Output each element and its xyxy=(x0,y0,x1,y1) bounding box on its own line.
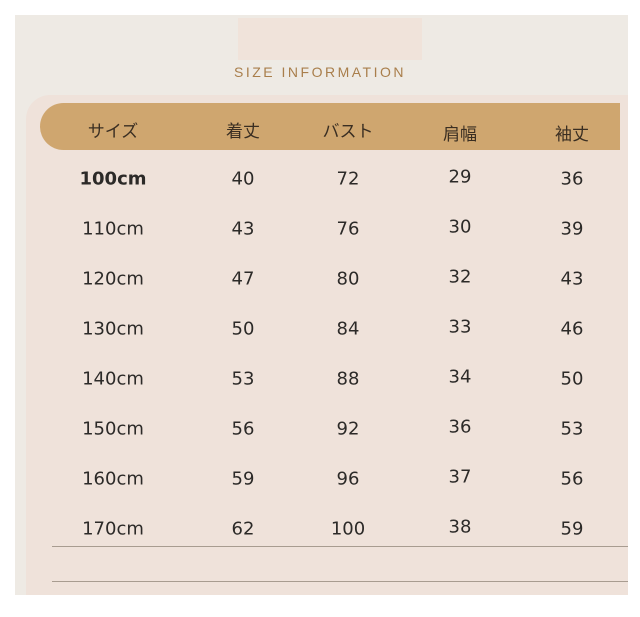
size-label: 120cm xyxy=(82,268,144,290)
measurement-cell: 62 xyxy=(231,518,255,540)
size-label: 130cm xyxy=(82,318,144,340)
measurement-cell: 53 xyxy=(560,418,584,440)
divider xyxy=(52,581,628,582)
column-header: 肩幅 xyxy=(443,125,477,145)
size-label: 160cm xyxy=(82,468,144,490)
measurement-cell: 92 xyxy=(336,418,360,440)
measurement-cell: 38 xyxy=(448,516,472,538)
measurement-cell: 40 xyxy=(231,168,255,190)
size-table-panel xyxy=(26,95,628,595)
measurement-cell: 43 xyxy=(231,218,255,240)
measurement-cell: 30 xyxy=(448,216,472,238)
measurement-cell: 34 xyxy=(448,366,472,388)
column-header: サイズ xyxy=(87,122,139,142)
measurement-cell: 36 xyxy=(560,168,584,190)
divider xyxy=(52,546,628,547)
size-label: 100cm xyxy=(79,168,147,190)
column-header: 袖丈 xyxy=(555,125,589,145)
measurement-cell: 84 xyxy=(336,318,360,340)
measurement-cell: 96 xyxy=(336,468,360,490)
measurement-cell: 59 xyxy=(560,518,584,540)
measurement-cell: 88 xyxy=(336,368,360,390)
size-label: 170cm xyxy=(82,518,144,540)
measurement-cell: 80 xyxy=(336,268,360,290)
size-label: 140cm xyxy=(82,368,144,390)
measurement-cell: 29 xyxy=(448,166,472,188)
measurement-cell: 59 xyxy=(231,468,255,490)
measurement-cell: 39 xyxy=(560,218,584,240)
measurement-cell: 37 xyxy=(448,466,472,488)
measurement-cell: 50 xyxy=(560,368,584,390)
measurement-cell: 100 xyxy=(330,518,366,540)
decorative-block xyxy=(238,18,422,60)
measurement-cell: 47 xyxy=(231,268,255,290)
column-header: 着丈 xyxy=(226,122,260,142)
size-label: 150cm xyxy=(82,418,144,440)
column-header: バスト xyxy=(322,122,374,142)
measurement-cell: 43 xyxy=(560,268,584,290)
size-label: 110cm xyxy=(82,218,144,240)
measurement-cell: 36 xyxy=(448,416,472,438)
measurement-cell: 56 xyxy=(231,418,255,440)
measurement-cell: 72 xyxy=(336,168,360,190)
measurement-cell: 56 xyxy=(560,468,584,490)
measurement-cell: 50 xyxy=(231,318,255,340)
measurement-cell: 53 xyxy=(231,368,255,390)
size-chart-title: SIZE INFORMATION xyxy=(234,64,406,80)
measurement-cell: 76 xyxy=(336,218,360,240)
measurement-cell: 46 xyxy=(560,318,584,340)
measurement-cell: 32 xyxy=(448,266,472,288)
table-header-bar xyxy=(40,103,620,150)
measurement-cell: 33 xyxy=(448,316,472,338)
